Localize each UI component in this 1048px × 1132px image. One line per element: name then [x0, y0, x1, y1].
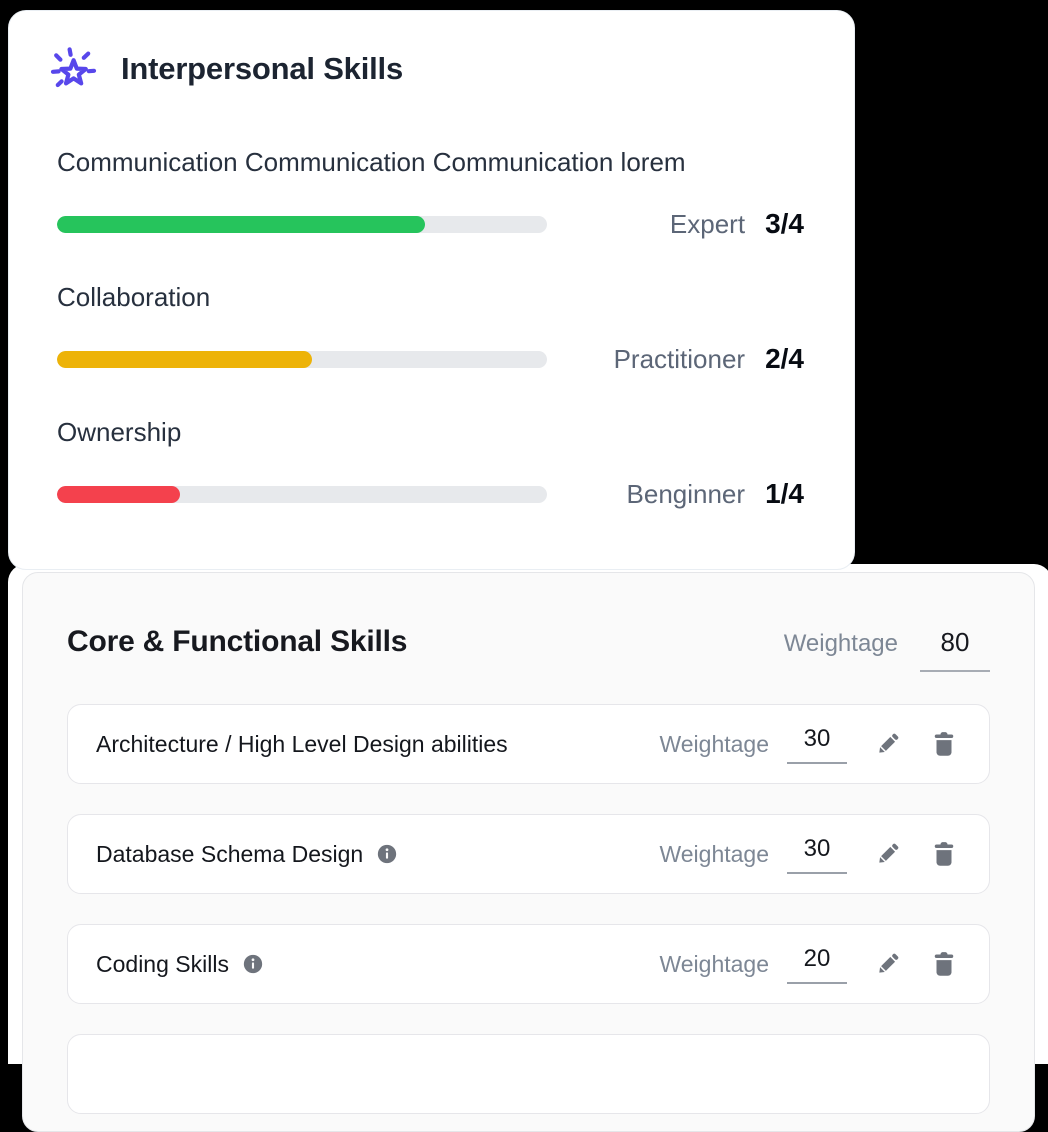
skill-level-label: Practitioner [614, 344, 746, 375]
progress-bar-track [57, 216, 547, 233]
skill-item: Communication Communication Communicatio… [49, 147, 806, 240]
skill-name: Ownership [57, 417, 798, 448]
skill-row-name: Database Schema Design [96, 841, 363, 868]
pencil-icon [873, 729, 903, 759]
skill-row: Coding Skills Weightage 20 [67, 924, 990, 1004]
card-title: Interpersonal Skills [121, 51, 403, 87]
row-weightage-input[interactable]: 30 [787, 835, 847, 874]
core-functional-skills-card: Core & Functional Skills Weightage 80 Ar… [22, 572, 1035, 1132]
trash-icon [929, 949, 959, 979]
edit-button[interactable] [873, 839, 903, 869]
weightage-input[interactable]: 80 [920, 627, 990, 672]
skill-score: 3/4 [765, 208, 804, 240]
progress-bar-track [57, 351, 547, 368]
trash-icon [929, 839, 959, 869]
row-weightage-input[interactable]: 30 [787, 725, 847, 764]
delete-button[interactable] [929, 729, 959, 759]
progress-bar-track [57, 486, 547, 503]
trash-icon [929, 729, 959, 759]
skill-row-name: Architecture / High Level Design abiliti… [96, 731, 508, 758]
skills-list: Architecture / High Level Design abiliti… [67, 704, 990, 1114]
skill-level-label: Expert [670, 209, 745, 240]
edit-button[interactable] [873, 949, 903, 979]
pencil-icon [873, 839, 903, 869]
delete-button[interactable] [929, 949, 959, 979]
skill-name: Communication Communication Communicatio… [57, 147, 798, 178]
row-weightage-input[interactable]: 20 [787, 945, 847, 984]
interpersonal-skills-card: Interpersonal Skills Communication Commu… [8, 10, 855, 570]
pencil-icon [873, 949, 903, 979]
edit-button[interactable] [873, 729, 903, 759]
card-header: Interpersonal Skills [49, 45, 806, 93]
skill-name: Collaboration [57, 282, 798, 313]
skill-score: 2/4 [765, 343, 804, 375]
skill-row: Database Schema Design Weightage 30 [67, 814, 990, 894]
skill-row-partial [67, 1034, 990, 1114]
skill-row-name: Coding Skills [96, 951, 229, 978]
progress-bar-fill [57, 216, 425, 233]
row-weightage-label: Weightage [659, 731, 769, 758]
skill-item: Ownership Benginner 1/4 [49, 417, 806, 510]
row-weightage-label: Weightage [659, 841, 769, 868]
delete-button[interactable] [929, 839, 959, 869]
info-icon[interactable] [376, 843, 398, 865]
page-sheet: Core & Functional Skills Weightage 80 Ar… [8, 564, 1048, 1064]
skill-level-label: Benginner [627, 479, 746, 510]
section-title: Core & Functional Skills [67, 625, 407, 659]
skill-score: 1/4 [765, 478, 804, 510]
sparkle-star-icon [49, 45, 97, 93]
skill-row: Architecture / High Level Design abiliti… [67, 704, 990, 784]
progress-bar-fill [57, 486, 180, 503]
weightage-label: Weightage [784, 630, 898, 658]
skill-item: Collaboration Practitioner 2/4 [49, 282, 806, 375]
row-weightage-label: Weightage [659, 951, 769, 978]
info-icon[interactable] [242, 953, 264, 975]
progress-bar-fill [57, 351, 312, 368]
